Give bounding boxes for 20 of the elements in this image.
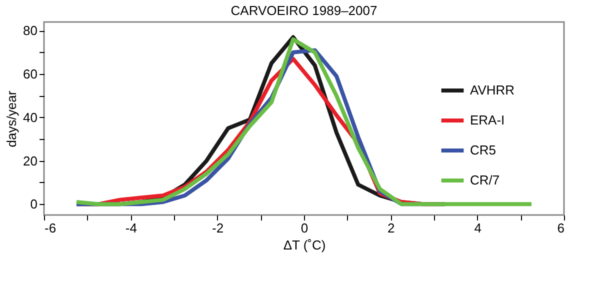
y-tick-label: 20 (23, 153, 38, 168)
x-tick-label: -4 (125, 220, 137, 236)
legend-label: AVHRR (470, 82, 515, 98)
line-series (74, 37, 534, 206)
x-tick-label: 0 (300, 220, 308, 236)
x-tick-label: 2 (388, 220, 395, 236)
x-tick-label: -2 (212, 220, 224, 236)
x-tick-label: 6 (557, 220, 564, 236)
legend-label: ERA-I (470, 112, 505, 128)
y-tick-label: 80 (23, 23, 38, 38)
y-axis-title: days/year (4, 90, 20, 148)
legend-label: CR5 (470, 142, 496, 158)
x-axis-title: ΔT (˚C) (283, 238, 326, 252)
x-tick-label: 4 (474, 220, 482, 236)
x-tick-label: -6 (44, 220, 56, 236)
chart-title: CARVOEIRO 1989–2007 (230, 3, 378, 18)
y-tick-label: 40 (23, 110, 38, 125)
legend-label: CR/7 (470, 172, 500, 188)
y-tick-label: 0 (30, 196, 38, 212)
y-tick-label: 60 (23, 66, 38, 82)
